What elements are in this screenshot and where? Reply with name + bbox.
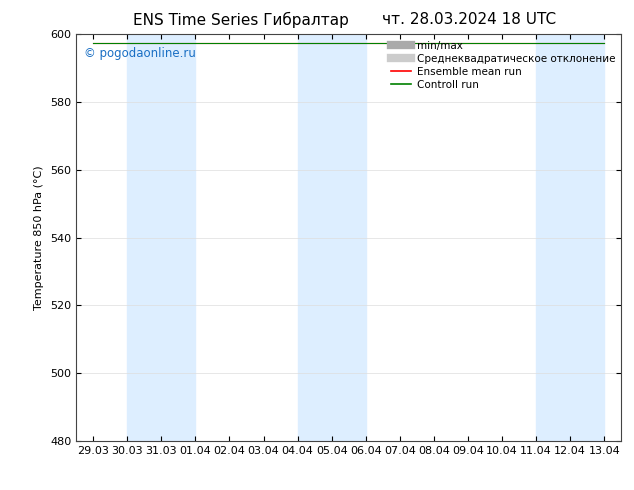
Text: ENS Time Series Гибралтар: ENS Time Series Гибралтар (133, 12, 349, 28)
Legend: min/max, Среднеквадратическое отклонение, Ensemble mean run, Controll run: min/max, Среднеквадратическое отклонение… (386, 36, 619, 94)
Bar (536, 34, 604, 441)
Bar (297, 34, 366, 441)
Text: чт. 28.03.2024 18 UTC: чт. 28.03.2024 18 UTC (382, 12, 556, 27)
Y-axis label: Temperature 850 hPa (°C): Temperature 850 hPa (°C) (34, 165, 44, 310)
Bar (127, 34, 195, 441)
Text: © pogodaonline.ru: © pogodaonline.ru (84, 47, 196, 59)
